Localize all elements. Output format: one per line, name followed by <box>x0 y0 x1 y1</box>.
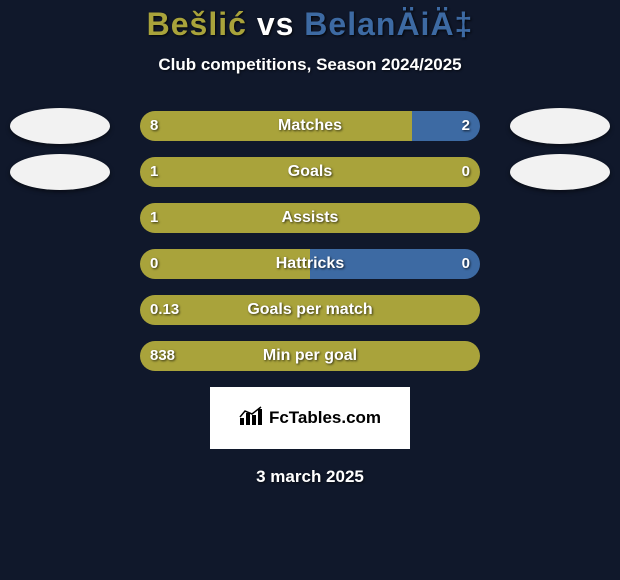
footer-logo: FcTables.com <box>210 387 410 449</box>
comparison-card: Bešlić vs BelanÄiÄ‡ Club competitions, S… <box>0 0 620 487</box>
vs-text: vs <box>257 6 295 42</box>
logo-text: FcTables.com <box>269 408 381 428</box>
player2-name: BelanÄiÄ‡ <box>304 6 473 42</box>
bar-left <box>140 295 480 325</box>
stat-row: Min per goal838 <box>0 341 620 371</box>
bar-track <box>140 249 480 279</box>
bar-left <box>140 249 310 279</box>
player1-badge <box>10 154 110 190</box>
player1-name: Bešlić <box>147 6 247 42</box>
stat-row: Assists1 <box>0 203 620 233</box>
bar-left <box>140 203 480 233</box>
bar-left <box>140 341 480 371</box>
footer-date: 3 march 2025 <box>0 467 620 487</box>
bar-track <box>140 111 480 141</box>
bar-track <box>140 203 480 233</box>
subtitle: Club competitions, Season 2024/2025 <box>0 55 620 75</box>
stat-row: Hattricks00 <box>0 249 620 279</box>
player1-badge <box>10 108 110 144</box>
bar-right <box>412 111 480 141</box>
bar-right <box>310 249 480 279</box>
player2-badge <box>510 108 610 144</box>
bar-track <box>140 157 480 187</box>
stat-row: Matches82 <box>0 111 620 141</box>
player2-badge <box>510 154 610 190</box>
title: Bešlić vs BelanÄiÄ‡ <box>0 6 620 43</box>
bar-left <box>140 157 480 187</box>
bar-track <box>140 295 480 325</box>
stat-rows: Matches82 Goals10 Assists1 Hattricks00 Goals… <box>0 111 620 371</box>
bar-left <box>140 111 412 141</box>
bar-track <box>140 341 480 371</box>
chart-icon <box>239 406 263 431</box>
stat-row: Goals10 <box>0 157 620 187</box>
stat-row: Goals per match0.13 <box>0 295 620 325</box>
